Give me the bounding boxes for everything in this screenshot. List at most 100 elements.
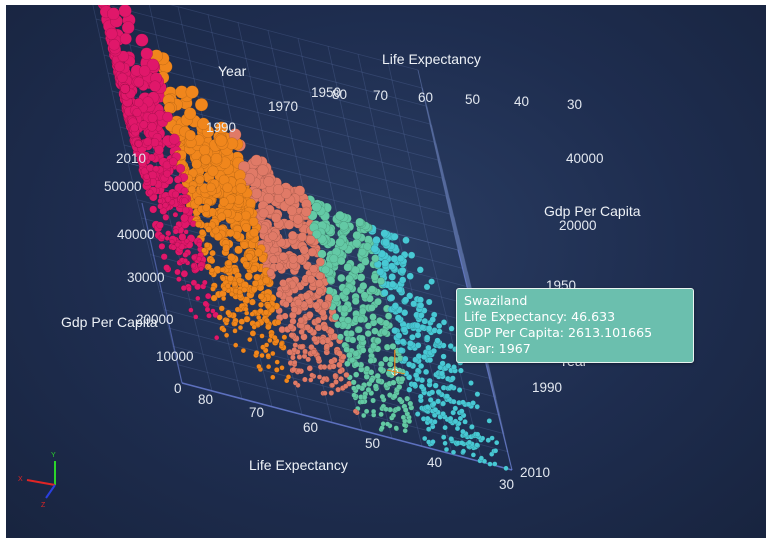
- data-point[interactable]: [377, 366, 385, 373]
- data-point[interactable]: [333, 379, 339, 385]
- data-point[interactable]: [271, 334, 278, 341]
- data-point[interactable]: [164, 235, 170, 241]
- data-point[interactable]: [368, 285, 377, 294]
- data-point[interactable]: [439, 370, 446, 377]
- data-point[interactable]: [429, 316, 436, 323]
- data-point[interactable]: [229, 291, 235, 297]
- data-point[interactable]: [296, 354, 303, 360]
- data-point[interactable]: [469, 424, 475, 430]
- data-point[interactable]: [337, 333, 344, 341]
- data-point[interactable]: [450, 398, 457, 405]
- data-point[interactable]: [474, 442, 480, 448]
- data-point[interactable]: [278, 341, 285, 347]
- chart-area[interactable]: Year Life Expectancy Gdp Per Capita Gdp …: [6, 5, 766, 538]
- data-point[interactable]: [402, 236, 410, 245]
- data-point[interactable]: [371, 327, 379, 335]
- data-point[interactable]: [372, 236, 381, 245]
- data-point[interactable]: [162, 213, 170, 221]
- data-point[interactable]: [152, 165, 160, 173]
- data-point[interactable]: [278, 252, 288, 261]
- data-point[interactable]: [426, 439, 432, 445]
- data-point[interactable]: [487, 461, 493, 467]
- data-point[interactable]: [311, 202, 322, 213]
- data-point[interactable]: [298, 343, 305, 350]
- data-point[interactable]: [474, 404, 480, 410]
- data-point[interactable]: [340, 304, 349, 313]
- data-point[interactable]: [442, 424, 448, 431]
- data-point[interactable]: [162, 202, 169, 209]
- data-point[interactable]: [263, 176, 275, 188]
- data-point[interactable]: [421, 317, 429, 325]
- data-point[interactable]: [105, 27, 118, 40]
- data-point[interactable]: [221, 327, 227, 333]
- data-point[interactable]: [406, 361, 413, 368]
- data-point[interactable]: [456, 387, 463, 393]
- data-point[interactable]: [344, 316, 352, 324]
- data-point[interactable]: [336, 256, 346, 266]
- data-point[interactable]: [231, 280, 238, 287]
- data-point[interactable]: [336, 361, 343, 369]
- data-point[interactable]: [206, 182, 216, 193]
- data-point[interactable]: [345, 274, 354, 283]
- data-point[interactable]: [374, 372, 381, 380]
- data-point[interactable]: [222, 244, 231, 253]
- data-point[interactable]: [174, 241, 181, 248]
- data-point[interactable]: [413, 322, 421, 329]
- data-point[interactable]: [485, 437, 491, 443]
- data-point[interactable]: [391, 327, 399, 335]
- data-point[interactable]: [362, 394, 368, 400]
- data-point[interactable]: [254, 320, 261, 327]
- data-point[interactable]: [353, 371, 360, 378]
- data-point[interactable]: [494, 440, 500, 446]
- data-point[interactable]: [297, 317, 305, 324]
- data-point[interactable]: [481, 458, 488, 464]
- data-point[interactable]: [251, 279, 259, 287]
- data-point[interactable]: [107, 7, 120, 21]
- data-point[interactable]: [402, 296, 410, 304]
- data-point[interactable]: [425, 325, 433, 332]
- data-point[interactable]: [143, 173, 150, 181]
- data-point[interactable]: [263, 309, 270, 316]
- data-point[interactable]: [410, 300, 418, 308]
- data-point[interactable]: [195, 175, 205, 185]
- data-point[interactable]: [164, 196, 172, 203]
- data-point[interactable]: [447, 343, 454, 350]
- data-point[interactable]: [256, 164, 269, 176]
- data-point[interactable]: [436, 322, 443, 330]
- data-point[interactable]: [445, 362, 452, 369]
- data-point[interactable]: [222, 182, 233, 193]
- data-point[interactable]: [206, 264, 212, 270]
- data-point[interactable]: [434, 337, 441, 344]
- data-point[interactable]: [279, 279, 287, 287]
- data-point[interactable]: [396, 384, 403, 391]
- data-point[interactable]: [249, 311, 255, 317]
- data-point[interactable]: [323, 343, 331, 350]
- data-point[interactable]: [395, 405, 402, 412]
- data-point[interactable]: [301, 206, 312, 217]
- data-point[interactable]: [363, 365, 371, 372]
- data-point[interactable]: [458, 408, 465, 415]
- data-point[interactable]: [374, 297, 382, 306]
- data-point[interactable]: [468, 380, 474, 386]
- data-point[interactable]: [443, 446, 450, 453]
- data-point[interactable]: [267, 337, 273, 344]
- data-point[interactable]: [314, 316, 322, 324]
- data-point[interactable]: [381, 328, 389, 336]
- data-point[interactable]: [165, 230, 172, 237]
- data-point[interactable]: [311, 335, 318, 343]
- data-point[interactable]: [258, 208, 269, 219]
- data-point[interactable]: [156, 221, 164, 229]
- data-point[interactable]: [265, 323, 272, 331]
- data-point[interactable]: [450, 409, 457, 416]
- data-point[interactable]: [376, 317, 384, 325]
- data-point[interactable]: [204, 306, 211, 313]
- data-point[interactable]: [460, 399, 466, 406]
- data-point[interactable]: [430, 400, 437, 407]
- data-point[interactable]: [395, 332, 403, 340]
- data-point[interactable]: [380, 289, 389, 297]
- data-point[interactable]: [334, 321, 342, 329]
- data-point[interactable]: [259, 333, 265, 339]
- data-point[interactable]: [201, 247, 207, 254]
- data-point[interactable]: [315, 271, 324, 281]
- data-point[interactable]: [352, 408, 359, 414]
